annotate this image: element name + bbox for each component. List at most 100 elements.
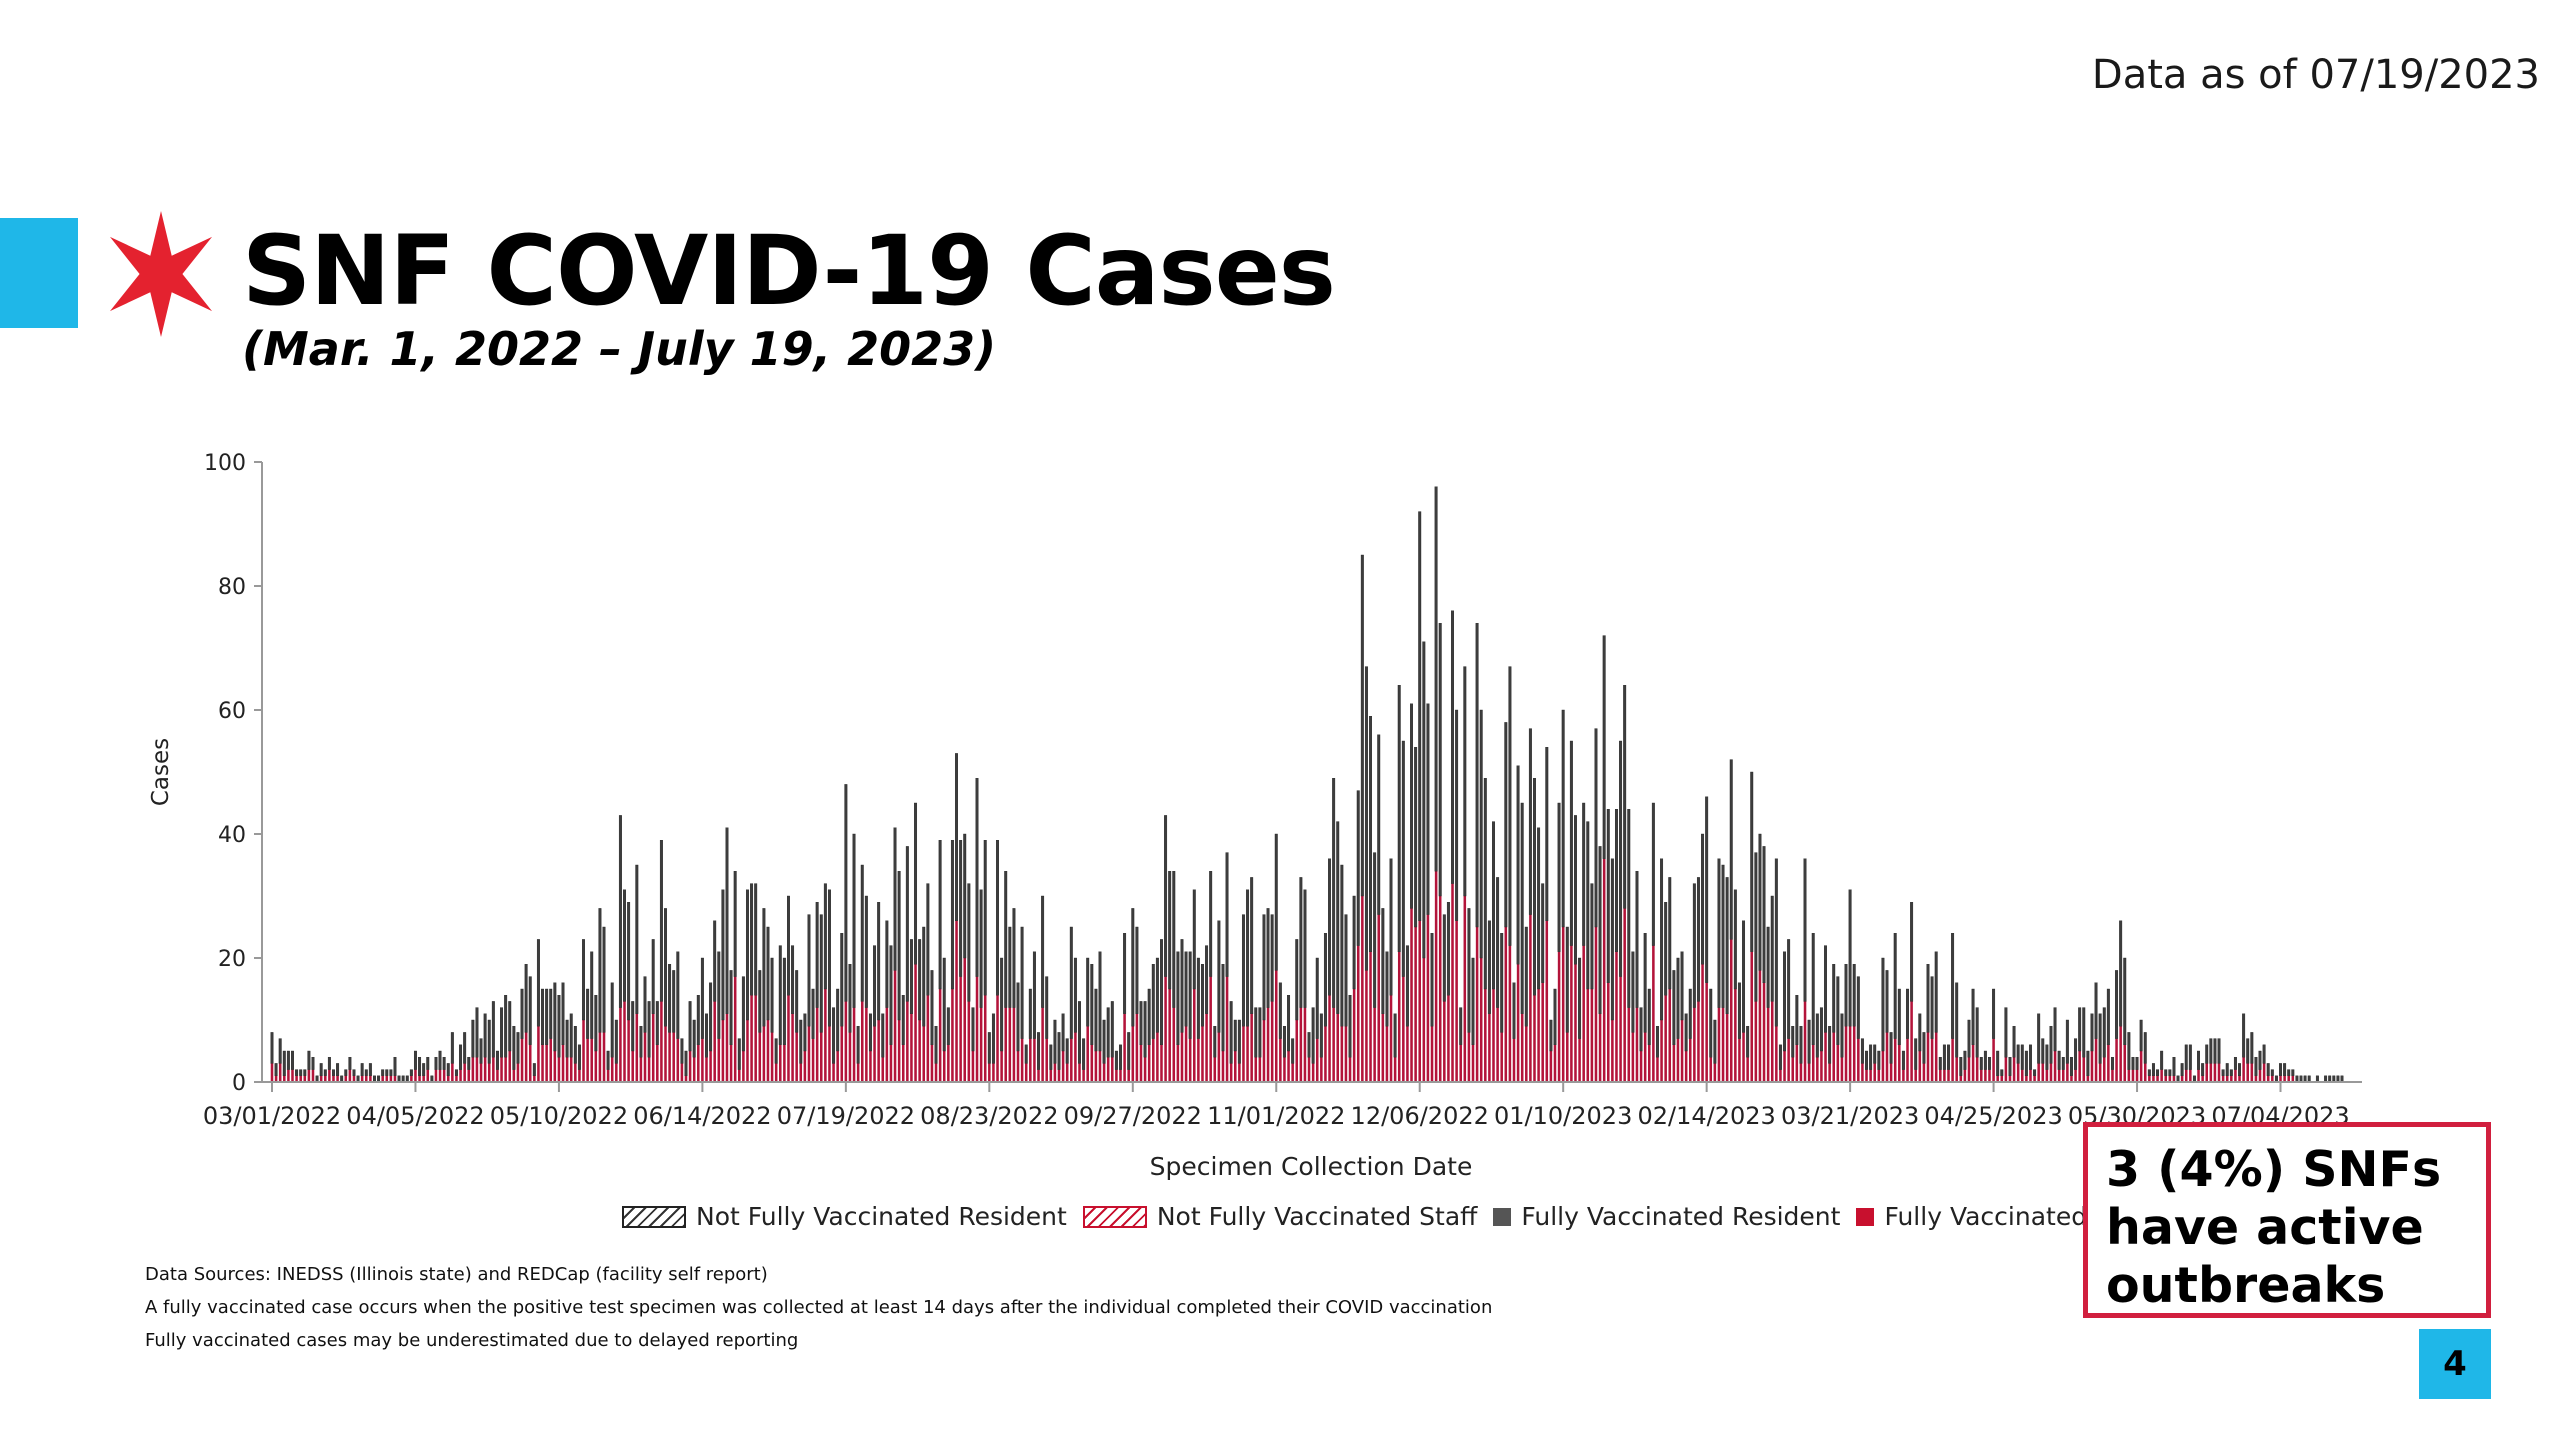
bar-segment-resident <box>1869 1044 1873 1070</box>
bar-segment-resident <box>319 1063 323 1077</box>
bar-segment-staff <box>1106 1057 1110 1082</box>
bar-segment-resident <box>934 1025 938 1064</box>
bar-segment-staff <box>1004 1007 1007 1082</box>
bar-segment-staff <box>758 1032 762 1082</box>
bar-segment-resident <box>2147 1069 2151 1076</box>
bar-segment-resident <box>1299 877 1303 1008</box>
bar-segment-staff <box>2242 1057 2245 1082</box>
bar-segment-staff <box>1209 976 1212 1082</box>
legend-label: Fully Vaccinated Resident <box>1521 1202 1841 1231</box>
bar-segment-staff <box>623 1001 626 1082</box>
y-tick-label: 40 <box>218 823 246 848</box>
bar-segment-staff <box>2164 1075 2168 1082</box>
bar-segment-resident <box>409 1069 413 1076</box>
bar-segment-resident <box>2266 1063 2270 1077</box>
bar-segment-resident <box>1446 902 1450 996</box>
bar-segment-resident <box>418 1056 422 1076</box>
bar-segment-resident <box>2217 1038 2221 1064</box>
bar-segment-staff <box>524 1032 528 1082</box>
bar-segment-staff <box>1545 920 1549 1082</box>
bar-segment-staff <box>1643 1032 1647 1082</box>
bar-segment-resident <box>1799 1025 1803 1064</box>
bar-segment-staff <box>311 1069 315 1082</box>
bar-segment-staff <box>1561 927 1565 1082</box>
bar-segment-staff <box>979 1007 983 1082</box>
bar-segment-resident <box>311 1056 315 1070</box>
bar-segment-resident <box>1692 883 1696 1008</box>
bar-segment-staff <box>283 1075 286 1082</box>
bar-segment-staff <box>1668 989 1672 1082</box>
bar-segment-staff <box>1184 1026 1188 1082</box>
y-ticks-group: 0 20 40 60 80 100 <box>204 451 262 1096</box>
bar-segment-resident <box>1164 815 1168 977</box>
bar-segment-staff <box>897 1020 901 1082</box>
bar-segment-staff <box>410 1075 413 1082</box>
bar-segment-resident <box>950 840 954 990</box>
bar-segment-staff <box>1713 1063 1717 1082</box>
bar-segment-resident <box>1922 1032 1926 1064</box>
bar-segment-resident <box>442 1056 446 1070</box>
bar-segment-staff <box>1307 1057 1311 1082</box>
bar-segment-staff <box>459 1069 462 1082</box>
bar-segment-resident <box>659 840 663 1002</box>
bar-segment-staff <box>1557 951 1561 1082</box>
bar-segment-staff <box>549 1038 552 1082</box>
bar-segment-resident <box>1102 1019 1106 1064</box>
bar-segment-staff <box>1434 871 1438 1082</box>
bar-segment-resident <box>1963 1050 1967 1070</box>
x-ticks-group: 03/01/2022 04/05/2022 05/10/2022 06/14/2022… <box>203 1082 2350 1130</box>
bar-segment-staff <box>1205 1013 1208 1082</box>
bar-segment-staff <box>1234 1051 1237 1082</box>
bar-segment-staff <box>1803 1001 1807 1082</box>
bar-segment-staff <box>877 1020 880 1082</box>
bar-segment-staff <box>1652 945 1655 1082</box>
bar-segment-resident <box>2033 1069 2037 1076</box>
bar-segment-resident <box>684 1050 688 1076</box>
bar-segment-resident <box>1274 833 1278 971</box>
bar-segment-staff <box>303 1075 307 1082</box>
bar-segment-resident <box>336 1063 340 1077</box>
bar-segment-staff <box>893 970 897 1082</box>
bar-segment-staff <box>1348 1057 1352 1082</box>
bar-segment-resident <box>1549 1019 1553 1052</box>
bar-segment-staff <box>1213 1057 1217 1082</box>
bar-segment-staff <box>1906 1038 1909 1082</box>
bar-segment-resident <box>1713 1019 1717 1064</box>
bar-segment-staff <box>1049 1069 1053 1082</box>
legend-label: Not Fully Vaccinated Staff <box>1156 1202 1478 1231</box>
bar-segment-resident <box>1233 1019 1237 1052</box>
bar-segment-staff <box>606 1069 610 1082</box>
bar-segment-staff <box>1065 1063 1069 1082</box>
bar-segment-resident <box>450 1032 454 1064</box>
bar-segment-resident <box>1848 889 1852 1027</box>
bar-segment-resident <box>1717 858 1721 1008</box>
bar-segment-staff <box>1770 1001 1774 1082</box>
bar-segment-resident <box>1598 846 1602 1015</box>
bar-segment-staff <box>590 1038 593 1082</box>
bar-segment-resident <box>1729 759 1733 940</box>
bar-segment-resident <box>2168 1069 2172 1076</box>
bar-segment-staff <box>393 1075 397 1082</box>
bar-segment-resident <box>733 871 737 977</box>
bar-segment-staff <box>643 1032 647 1082</box>
bar-segment-resident <box>1192 889 1196 990</box>
bar-segment-resident <box>1401 740 1405 977</box>
legend-label: Not Fully Vaccinated Resident <box>696 1202 1067 1231</box>
bar-segment-staff <box>1447 995 1450 1082</box>
bar-segment-resident <box>2028 1044 2032 1070</box>
bar-segment-staff <box>418 1075 421 1082</box>
x-tick-label: 09/27/2022 <box>1064 1102 1202 1130</box>
bar-segment-staff <box>1971 1044 1975 1082</box>
bar-segment-resident <box>1942 1044 1946 1070</box>
bar-segment-staff <box>2266 1075 2270 1082</box>
bar-segment-resident <box>1795 995 1799 1046</box>
bar-segment-resident <box>1737 982 1741 1039</box>
bar-segment-staff <box>557 1057 561 1082</box>
bar-segment-staff <box>2197 1069 2200 1082</box>
footnote-data-sources: Data Sources: INEDSS (Illinois state) an… <box>145 1264 768 1285</box>
bar-segment-resident <box>2250 1032 2254 1064</box>
bar-segment-staff <box>520 1038 524 1082</box>
bar-segment-resident <box>1947 1044 1950 1070</box>
bar-segment-staff <box>1397 951 1401 1082</box>
bar-segment-staff <box>672 1032 675 1082</box>
